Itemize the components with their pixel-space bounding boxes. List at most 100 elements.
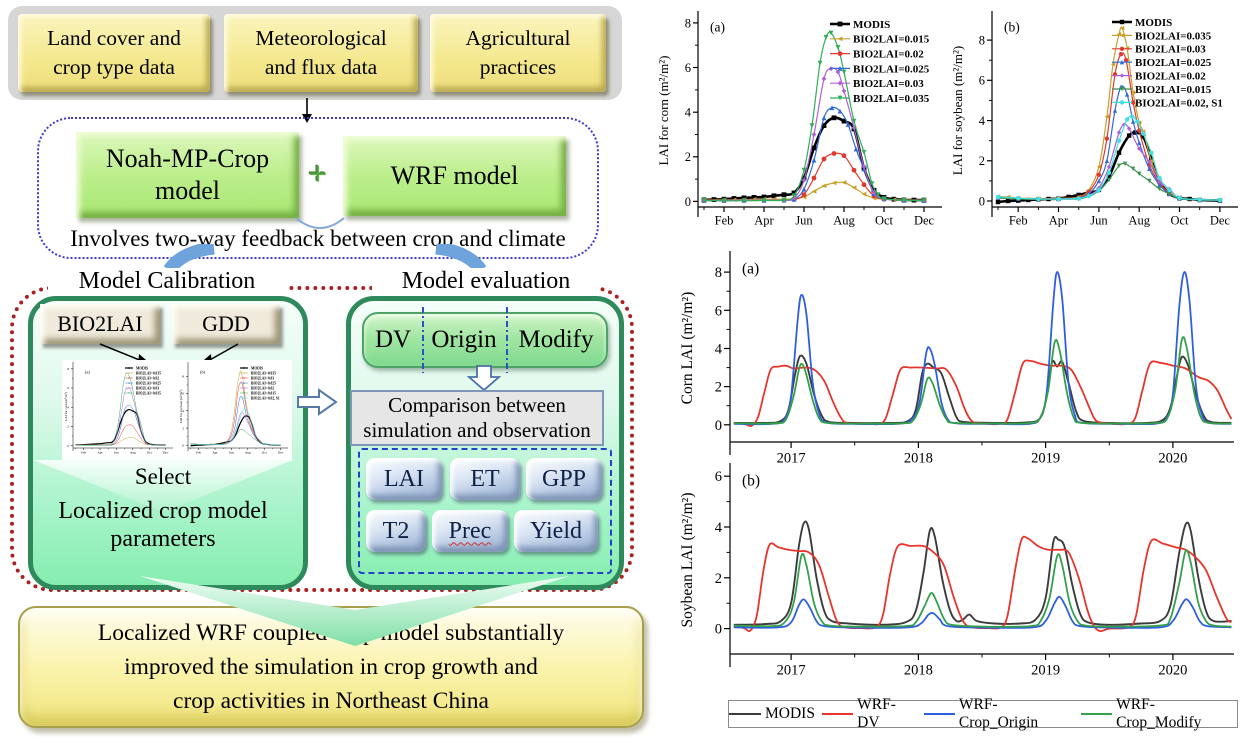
svg-text:MODIS: MODIS xyxy=(136,366,148,370)
svg-text:6: 6 xyxy=(685,61,691,75)
svg-text:8: 8 xyxy=(715,265,722,281)
comparison-box: Comparison between simulation and observ… xyxy=(350,390,604,446)
svg-text:6: 6 xyxy=(979,74,985,88)
svg-text:6: 6 xyxy=(182,392,184,396)
input-agricultural-box: Agricultural practices xyxy=(430,14,606,92)
input-meteorological-label: Meteorological and flux data xyxy=(255,25,387,79)
svg-text:0: 0 xyxy=(979,194,985,208)
input-land-cover-label: Land cover and crop type data xyxy=(47,25,181,79)
svg-text:Aug: Aug xyxy=(1128,214,1150,228)
svg-text:Feb: Feb xyxy=(81,450,86,454)
input-meteorological-box: Meteorological and flux data xyxy=(224,14,418,92)
metric-lai-button: LAI xyxy=(366,458,442,500)
svg-text:BIO2LAI=0.035: BIO2LAI=0.035 xyxy=(1135,30,1212,42)
svg-text:BIO2LAI=0.02, S1: BIO2LAI=0.02, S1 xyxy=(1135,97,1223,109)
coupling-caption: Involves two-way feedback between crop a… xyxy=(70,226,566,251)
svg-text:Jun: Jun xyxy=(1090,214,1108,228)
svg-text:MODIS: MODIS xyxy=(853,19,890,31)
svg-text:LAI for soybean (m²/m²): LAI for soybean (m²/m²) xyxy=(950,46,965,175)
outline-down-arrow-icon xyxy=(466,365,502,392)
metric-et-button: ET xyxy=(450,458,520,500)
svg-text:2018: 2018 xyxy=(904,451,933,467)
soybean-annual-chart: 0 2 4 6 2017 2018 2019 2020 Soybean LAI (m²/m²) (… xyxy=(676,456,1246,699)
svg-text:Jun: Jun xyxy=(229,450,234,454)
svg-text:Soybean LAI (m²/m²): Soybean LAI (m²/m²) xyxy=(679,493,696,628)
metric-prec-button: Prec xyxy=(432,510,508,552)
svg-text:LAI for corn (m²/m²): LAI for corn (m²/m²) xyxy=(64,392,68,421)
svg-text:LAI for corn (m²/m²): LAI for corn (m²/m²) xyxy=(656,56,671,166)
svg-text:LAI for soybean (m²/m²): LAI for soybean (m²/m²) xyxy=(179,390,183,424)
corn-seasonal-chart: 0 2 4 6 8 Feb Apr Jun Aug Oct Dec LAI for corn (m²/… xyxy=(656,2,950,248)
noah-mp-crop-box: Noah-MP-Crop model xyxy=(76,132,299,218)
legend-label: WRF-Crop_Modify xyxy=(1116,696,1202,731)
wrf-model-box: WRF model xyxy=(343,136,566,216)
svg-text:BIO2LAI=0.03: BIO2LAI=0.03 xyxy=(136,386,159,390)
svg-text:4: 4 xyxy=(715,342,723,358)
metric-gpp-label: GPP xyxy=(541,465,587,492)
svg-text:2: 2 xyxy=(685,150,691,164)
conclusion-arrow-icon xyxy=(140,576,570,646)
svg-text:Apr: Apr xyxy=(754,214,774,228)
svg-text:2: 2 xyxy=(182,426,184,430)
svg-text:Dec: Dec xyxy=(278,450,284,454)
legend-entry: WRF-Crop_Origin xyxy=(923,696,1074,732)
svg-text:4: 4 xyxy=(685,106,692,120)
noah-mp-crop-label: Noah-MP-Crop model xyxy=(105,143,270,206)
svg-text:Aug: Aug xyxy=(833,214,855,228)
svg-text:6: 6 xyxy=(715,469,722,485)
soybean-seasonal-chart: 0 2 4 6 8 Feb Apr Jun Aug Oct Dec LAI for soybean (… xyxy=(950,2,1246,248)
svg-text:8: 8 xyxy=(685,16,691,30)
metric-t2-label: T2 xyxy=(382,517,410,544)
svg-text:BIO2LAI=0.02: BIO2LAI=0.02 xyxy=(853,49,924,61)
input-agricultural-label: Agricultural practices xyxy=(465,25,571,79)
legend-line-swatch xyxy=(821,713,854,715)
legend-label: WRF-DV xyxy=(857,696,896,731)
evaluation-title: Model evaluation xyxy=(372,268,600,295)
legend-entry: WRF-Crop_Modify xyxy=(1080,696,1237,732)
svg-text:Corn LAI (m²/m²): Corn LAI (m²/m²) xyxy=(679,292,696,405)
svg-text:BIO2LAI=0.015: BIO2LAI=0.015 xyxy=(251,391,276,395)
metric-et-label: ET xyxy=(470,465,500,492)
svg-text:BIO2LAI=0.025: BIO2LAI=0.025 xyxy=(853,63,930,75)
segment-modify: Modify xyxy=(518,326,594,353)
svg-text:Oct: Oct xyxy=(1170,214,1189,228)
legend-line-swatch xyxy=(1080,713,1113,715)
svg-text:BIO2LAI=0.035: BIO2LAI=0.035 xyxy=(251,371,276,375)
svg-text:4: 4 xyxy=(67,405,69,409)
svg-text:Jun: Jun xyxy=(795,214,813,228)
svg-text:2017: 2017 xyxy=(777,663,806,679)
svg-text:(a): (a) xyxy=(742,261,759,278)
metric-yield-button: Yield xyxy=(514,510,598,552)
svg-text:0: 0 xyxy=(182,444,184,448)
svg-text:BIO2LAI=0.02: BIO2LAI=0.02 xyxy=(136,376,159,380)
segment-origin: Origin xyxy=(431,326,497,353)
svg-text:BIO2LAI=0.03: BIO2LAI=0.03 xyxy=(853,78,924,90)
svg-text:2017: 2017 xyxy=(777,451,806,467)
svg-text:Feb: Feb xyxy=(715,214,734,228)
metric-lai-label: LAI xyxy=(384,465,424,492)
svg-text:6: 6 xyxy=(67,386,69,390)
segment-dv: DV xyxy=(374,326,412,353)
svg-text:2019: 2019 xyxy=(1031,451,1060,467)
svg-text:Apr: Apr xyxy=(97,450,103,454)
svg-text:8: 8 xyxy=(979,34,985,48)
wrf-model-label: WRF model xyxy=(390,160,519,190)
svg-text:0: 0 xyxy=(67,444,69,448)
svg-text:BIO2LAI=0.025: BIO2LAI=0.025 xyxy=(1135,57,1212,69)
svg-text:6: 6 xyxy=(715,303,722,319)
svg-text:Dec: Dec xyxy=(163,450,169,454)
bio2lai-button: BIO2LAI xyxy=(40,304,160,344)
svg-text:BIO2LAI=0.02: BIO2LAI=0.02 xyxy=(251,386,274,390)
plus-icon: + xyxy=(308,156,328,193)
svg-text:(b): (b) xyxy=(1004,20,1020,35)
metrics-container xyxy=(358,448,612,574)
svg-text:BIO2LAI=0.03: BIO2LAI=0.03 xyxy=(1135,44,1206,56)
dv-origin-modify-box: DV Origin Modify xyxy=(362,307,608,373)
segment-divider xyxy=(506,307,508,373)
svg-text:Apr: Apr xyxy=(212,450,218,454)
svg-text:BIO2LAI=0.015: BIO2LAI=0.015 xyxy=(1135,84,1212,96)
svg-text:Feb: Feb xyxy=(1009,214,1028,228)
svg-text:MODIS: MODIS xyxy=(1135,17,1172,29)
calibration-result-text: Localized crop model parameters xyxy=(58,498,268,552)
svg-text:(a): (a) xyxy=(85,369,90,374)
